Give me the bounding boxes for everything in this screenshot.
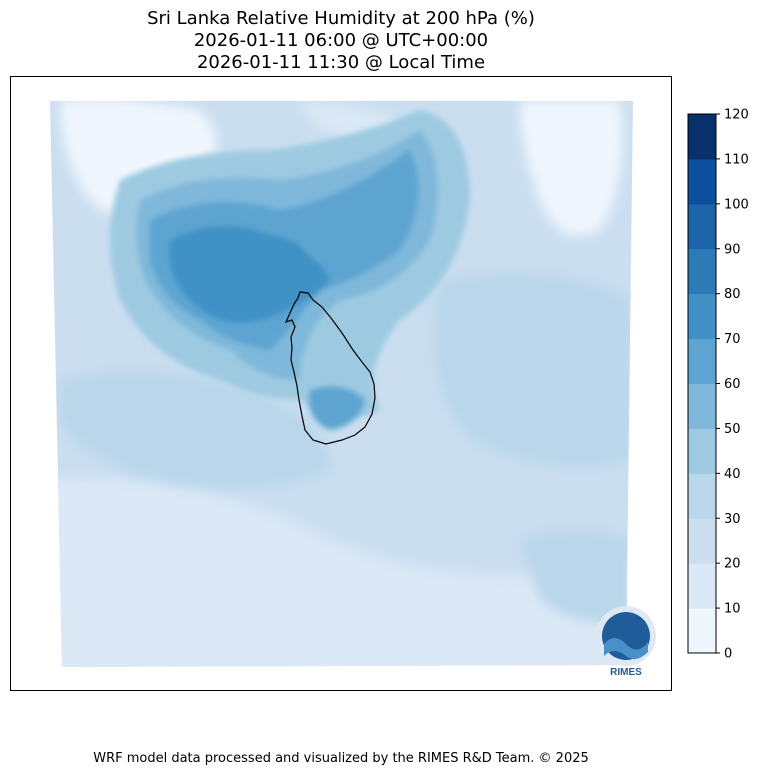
- chart-title-line-1: Sri Lanka Relative Humidity at 200 hPa (…: [147, 8, 535, 29]
- colorbar-bin: [688, 158, 716, 205]
- logo-text: RIMES: [610, 667, 642, 678]
- footer-credit: WRF model data processed and visualized …: [93, 751, 589, 766]
- colorbar-tick-label: 10: [724, 602, 741, 617]
- colorbar-bin: [688, 114, 716, 160]
- humidity-contour-region: [309, 386, 365, 430]
- chart-title-line-2: 2026-01-11 06:00 @ UTC+00:00: [193, 30, 489, 51]
- colorbar-tick-label: 60: [724, 377, 741, 392]
- colorbar-bin: [688, 563, 716, 609]
- colorbar-tick-label: 50: [724, 422, 741, 437]
- colorbar-tick-label: 20: [724, 557, 741, 572]
- colorbar-tick-label: 70: [724, 332, 741, 347]
- colorbar-bin: [688, 473, 716, 519]
- rimes-logo: RIMES: [596, 606, 656, 678]
- colorbar-tick-label: 40: [724, 467, 741, 482]
- colorbar-tick-label: 120: [724, 108, 749, 123]
- colorbar-tick-label: 100: [724, 197, 749, 212]
- humidity-contour-region: [300, 180, 400, 263]
- colorbar-bin: [688, 383, 716, 429]
- humidity-contour-region: [169, 226, 330, 323]
- humidity-contour-region: [50, 478, 633, 667]
- colorbar-tick-label: 80: [724, 287, 741, 302]
- colorbar-bin: [688, 608, 716, 654]
- humidity-field: [50, 101, 633, 667]
- logo-wave: [604, 638, 648, 660]
- colorbar-tick-label: 110: [724, 152, 749, 167]
- colorbar-bin: [688, 248, 716, 295]
- chart-title-line-3: 2026-01-11 11:30 @ Local Time: [196, 52, 486, 73]
- colorbar-tick-label: 0: [724, 647, 732, 662]
- humidity-contour-region: [434, 273, 630, 467]
- colorbar-bin: [688, 293, 716, 340]
- colorbar-bin: [688, 518, 716, 564]
- colorbar-bin: [688, 428, 716, 474]
- colorbar-bin: [688, 338, 716, 384]
- colorbar-tick-label: 90: [724, 242, 741, 257]
- humidity-contour-region: [520, 101, 623, 236]
- humidity-contour-region: [520, 530, 630, 623]
- colorbar-tick-label: 30: [724, 512, 741, 527]
- sri-lanka-coastline: [284, 291, 376, 445]
- humidity-contour-region: [60, 372, 330, 488]
- colorbar: 0 10 20 30 40 50 60 70 80 90 100 110 120: [687, 108, 749, 662]
- colorbar-bin: [688, 203, 716, 250]
